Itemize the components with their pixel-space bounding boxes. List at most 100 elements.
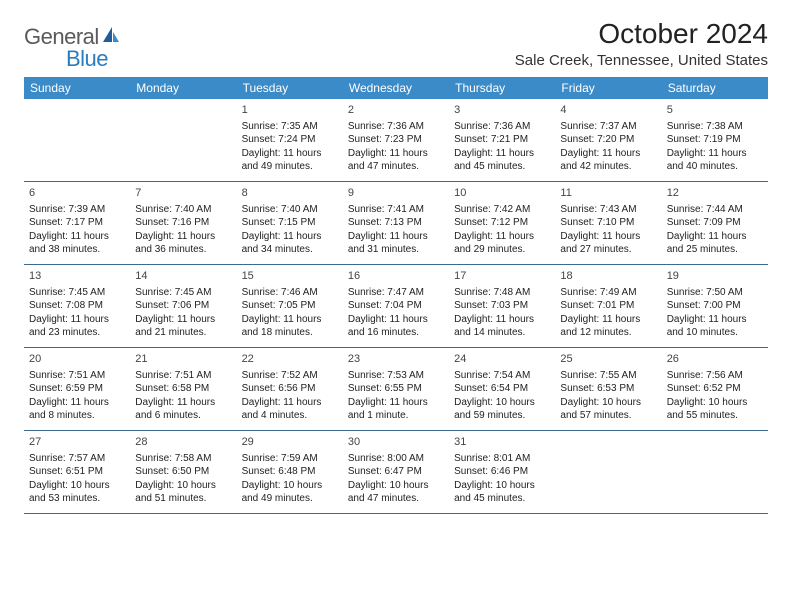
sunset-text: Sunset: 7:13 PM: [348, 216, 444, 230]
day-cell: 11Sunrise: 7:43 AMSunset: 7:10 PMDayligh…: [555, 182, 661, 264]
title-block: October 2024 Sale Creek, Tennessee, Unit…: [515, 18, 768, 69]
dow-cell: Thursday: [449, 77, 555, 99]
daylight-text: Daylight: 11 hours and 49 minutes.: [242, 147, 338, 174]
daylight-text: Daylight: 11 hours and 18 minutes.: [242, 313, 338, 340]
day-cell: 31Sunrise: 8:01 AMSunset: 6:46 PMDayligh…: [449, 431, 555, 513]
sunset-text: Sunset: 6:50 PM: [135, 465, 231, 479]
sunset-text: Sunset: 6:54 PM: [454, 382, 550, 396]
logo-line2: Blue: [24, 46, 108, 72]
sunrise-text: Sunrise: 7:55 AM: [560, 369, 656, 383]
day-number: 13: [29, 269, 125, 284]
sunrise-text: Sunrise: 7:44 AM: [667, 203, 763, 217]
day-number: 8: [242, 186, 338, 201]
sunset-text: Sunset: 7:00 PM: [667, 299, 763, 313]
sunset-text: Sunset: 6:53 PM: [560, 382, 656, 396]
day-number: 25: [560, 352, 656, 367]
sunrise-text: Sunrise: 7:59 AM: [242, 452, 338, 466]
day-cell: 7Sunrise: 7:40 AMSunset: 7:16 PMDaylight…: [130, 182, 236, 264]
header: General Blue October 2024 Sale Creek, Te…: [24, 18, 768, 69]
day-cell: 19 Sunrise: 7:50 AMSunset: 7:00 PMDayligh…: [662, 265, 768, 347]
day-cell: 14Sunrise: 7:45 AMSunset: 7:06 PMDayligh…: [130, 265, 236, 347]
daylight-text: Daylight: 11 hours and 1 minute.: [348, 396, 444, 423]
sunset-text: Sunset: 7:05 PM: [242, 299, 338, 313]
sunrise-text: Sunrise: 7:40 AM: [242, 203, 338, 217]
day-cell: 24Sunrise: 7:54 AMSunset: 6:54 PMDayligh…: [449, 348, 555, 430]
sunset-text: Sunset: 7:04 PM: [348, 299, 444, 313]
day-number: 19: [667, 269, 763, 284]
sunset-text: Sunset: 7:20 PM: [560, 133, 656, 147]
day-number: 26: [667, 352, 763, 367]
daylight-text: Daylight: 11 hours and 25 minutes.: [667, 230, 763, 257]
day-cell: 3Sunrise: 7:36 AMSunset: 7:21 PMDaylight…: [449, 99, 555, 181]
week-row: 20Sunrise: 7:51 AMSunset: 6:59 PMDayligh…: [24, 348, 768, 431]
sunset-text: Sunset: 7:09 PM: [667, 216, 763, 230]
day-cell: 8Sunrise: 7:40 AMSunset: 7:15 PMDaylight…: [237, 182, 343, 264]
day-number: 31: [454, 435, 550, 450]
sunset-text: Sunset: 7:19 PM: [667, 133, 763, 147]
day-cell: 4 Sunrise: 7:37 AMSunset: 7:20 PMDaylight…: [555, 99, 661, 181]
day-cell: 6Sunrise: 7:39 AMSunset: 7:17 PMDaylight…: [24, 182, 130, 264]
daylight-text: Daylight: 11 hours and 29 minutes.: [454, 230, 550, 257]
day-cell: 12 Sunrise: 7:44 AMSunset: 7:09 PMDayligh…: [662, 182, 768, 264]
week-row: 1Sunrise: 7:35 AMSunset: 7:24 PMDaylight…: [24, 99, 768, 182]
dow-cell: Wednesday: [343, 77, 449, 99]
sunset-text: Sunset: 7:06 PM: [135, 299, 231, 313]
day-number: 30: [348, 435, 444, 450]
day-cell: 17Sunrise: 7:48 AMSunset: 7:03 PMDayligh…: [449, 265, 555, 347]
day-number: 27: [29, 435, 125, 450]
sunrise-text: Sunrise: 7:51 AM: [29, 369, 125, 383]
day-cell: 13Sunrise: 7:45 AMSunset: 7:08 PMDayligh…: [24, 265, 130, 347]
day-cell-empty: [555, 431, 661, 513]
day-number: 7: [135, 186, 231, 201]
sunset-text: Sunset: 6:55 PM: [348, 382, 444, 396]
sunrise-text: Sunrise: 7:37 AM: [560, 120, 656, 134]
dow-cell: Friday: [555, 77, 661, 99]
day-cell: 10 Sunrise: 7:42 AMSunset: 7:12 PMDayligh…: [449, 182, 555, 264]
day-number: 9: [348, 186, 444, 201]
daylight-text: Daylight: 11 hours and 14 minutes.: [454, 313, 550, 340]
daylight-text: Daylight: 10 hours and 55 minutes.: [667, 396, 763, 423]
sunset-text: Sunset: 7:12 PM: [454, 216, 550, 230]
daylight-text: Daylight: 10 hours and 45 minutes.: [454, 479, 550, 506]
sunrise-text: Sunrise: 7:45 AM: [29, 286, 125, 300]
day-number: 28: [135, 435, 231, 450]
day-number: 23: [348, 352, 444, 367]
daylight-text: Daylight: 10 hours and 59 minutes.: [454, 396, 550, 423]
day-cell: 25Sunrise: 7:55 AMSunset: 6:53 PMDayligh…: [555, 348, 661, 430]
day-cell: 18Sunrise: 7:49 AMSunset: 7:01 PMDayligh…: [555, 265, 661, 347]
day-number: 1: [242, 103, 338, 118]
day-cell: 27Sunrise: 7:57 AMSunset: 6:51 PMDayligh…: [24, 431, 130, 513]
day-cell: 16Sunrise: 7:47 AMSunset: 7:04 PMDayligh…: [343, 265, 449, 347]
dow-cell: Sunday: [24, 77, 130, 99]
sunrise-text: Sunrise: 7:53 AM: [348, 369, 444, 383]
day-cell: 26Sunrise: 7:56 AMSunset: 6:52 PMDayligh…: [662, 348, 768, 430]
day-cell: 23 Sunrise: 7:53 AMSunset: 6:55 PMDayligh…: [343, 348, 449, 430]
sunset-text: Sunset: 7:03 PM: [454, 299, 550, 313]
sunrise-text: Sunrise: 7:51 AM: [135, 369, 231, 383]
daylight-text: Daylight: 11 hours and 23 minutes.: [29, 313, 125, 340]
sunset-text: Sunset: 6:47 PM: [348, 465, 444, 479]
day-number: 4: [560, 103, 656, 118]
sunrise-text: Sunrise: 7:42 AM: [454, 203, 550, 217]
day-cell: 28Sunrise: 7:58 AMSunset: 6:50 PMDayligh…: [130, 431, 236, 513]
sunrise-text: Sunrise: 7:50 AM: [667, 286, 763, 300]
weeks-container: 1Sunrise: 7:35 AMSunset: 7:24 PMDaylight…: [24, 99, 768, 514]
daylight-text: Daylight: 11 hours and 10 minutes.: [667, 313, 763, 340]
daylight-text: Daylight: 11 hours and 40 minutes.: [667, 147, 763, 174]
day-number: 2: [348, 103, 444, 118]
daylight-text: Daylight: 11 hours and 6 minutes.: [135, 396, 231, 423]
daylight-text: Daylight: 11 hours and 42 minutes.: [560, 147, 656, 174]
daylight-text: Daylight: 11 hours and 47 minutes.: [348, 147, 444, 174]
daylight-text: Daylight: 10 hours and 47 minutes.: [348, 479, 444, 506]
sunset-text: Sunset: 7:15 PM: [242, 216, 338, 230]
sunrise-text: Sunrise: 7:47 AM: [348, 286, 444, 300]
sunrise-text: Sunrise: 7:52 AM: [242, 369, 338, 383]
sunset-text: Sunset: 6:59 PM: [29, 382, 125, 396]
day-number: 15: [242, 269, 338, 284]
dow-cell: Monday: [130, 77, 236, 99]
day-number: 12: [667, 186, 763, 201]
logo-text-blue: Blue: [66, 46, 108, 72]
sunrise-text: Sunrise: 7:36 AM: [348, 120, 444, 134]
day-number: 10: [454, 186, 550, 201]
day-number: 20: [29, 352, 125, 367]
